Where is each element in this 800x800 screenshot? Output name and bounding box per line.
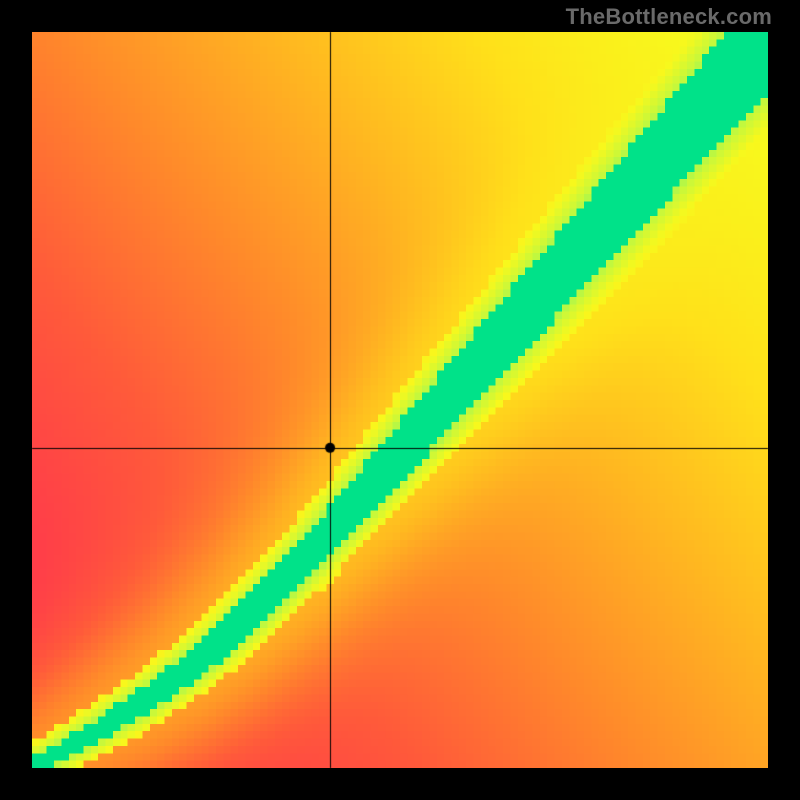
bottleneck-heatmap [32,32,768,768]
chart-container: { "watermark": { "text": "TheBottleneck.… [0,0,800,800]
watermark-text: TheBottleneck.com [566,4,772,30]
